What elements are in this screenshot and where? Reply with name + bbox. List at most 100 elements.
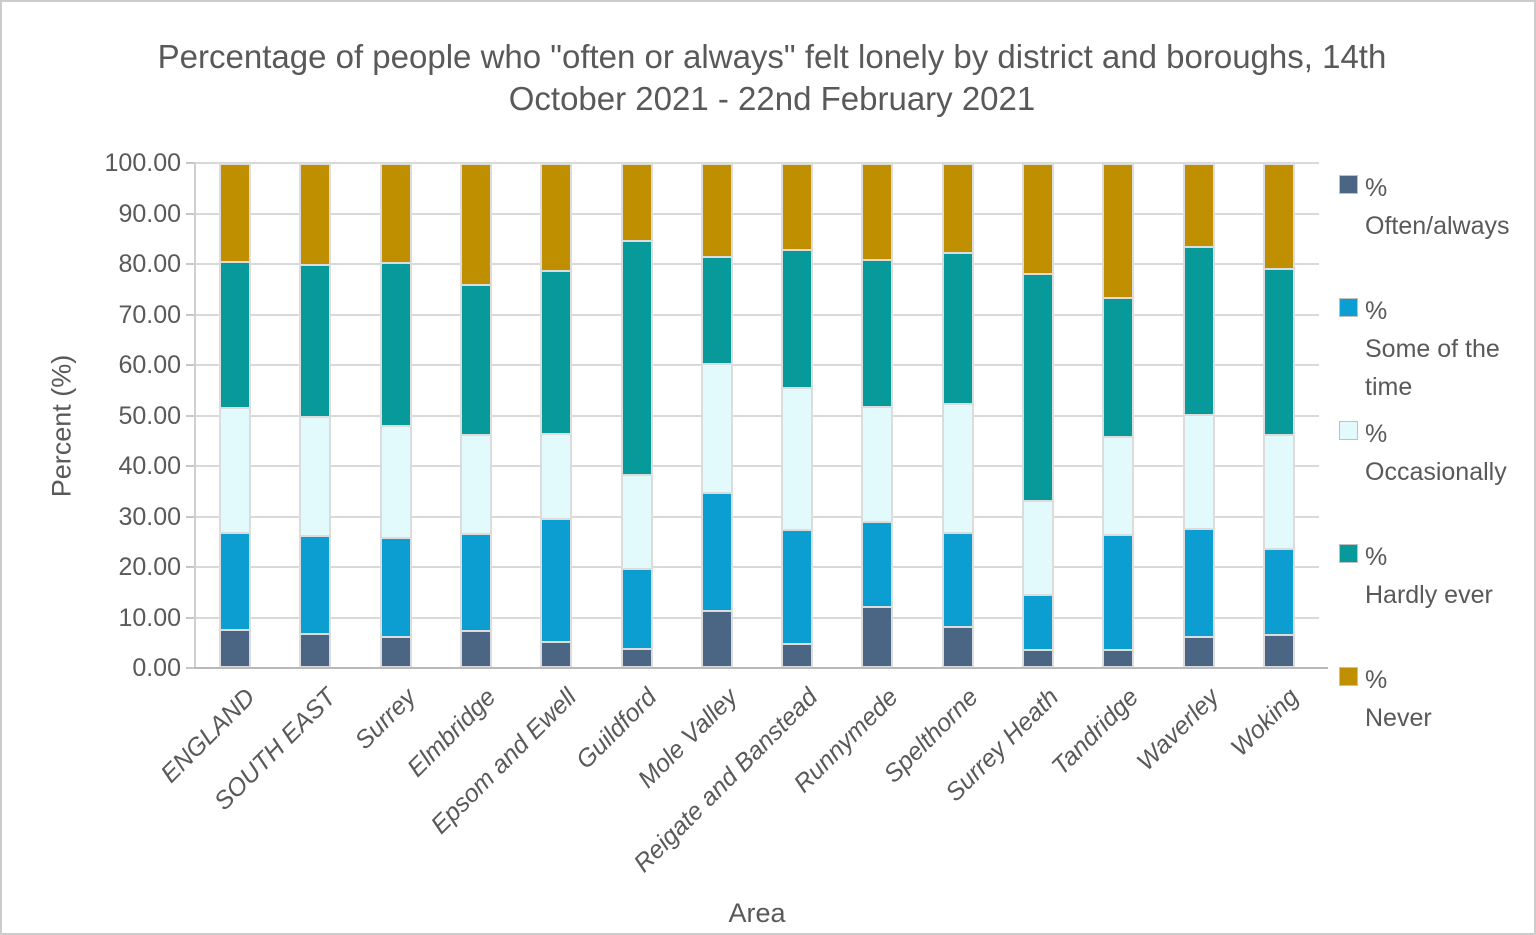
bar-mole-valley [700, 163, 733, 668]
segment-some-of-the-time [861, 522, 894, 608]
segment-hardly-ever [219, 263, 252, 410]
x-axis-title: Area [728, 898, 786, 928]
segment-hardly-ever [1182, 248, 1215, 416]
legend-item-hardly-ever: % Hardly ever [1339, 538, 1531, 614]
legend-swatch [1339, 298, 1358, 317]
x-axis-line [194, 667, 1328, 669]
bar-reigate-and-banstead [781, 163, 814, 668]
bar-tandridge [1102, 163, 1135, 668]
segment-some-of-the-time [781, 530, 814, 645]
chart-title: Percentage of people who "often or alway… [157, 38, 1387, 117]
y-axis-tick [186, 616, 195, 619]
bar-surrey [379, 163, 412, 668]
segment-some-of-the-time [540, 519, 573, 643]
segment-often/always [1102, 651, 1135, 668]
y-tick-label: 50.00 [118, 401, 181, 430]
legend-label: % Occasionally [1365, 420, 1507, 486]
segment-some-of-the-time [219, 534, 252, 632]
segment-occasionally [1102, 437, 1135, 536]
segment-occasionally [700, 364, 733, 494]
segment-often/always [540, 642, 573, 668]
gridline-40 [195, 465, 1319, 467]
segment-never [1182, 163, 1215, 249]
legend-label: % Never [1365, 666, 1432, 732]
segment-hardly-ever [781, 251, 814, 390]
legend-swatch [1339, 544, 1358, 563]
segment-often/always [861, 607, 894, 668]
segment-hardly-ever [460, 285, 492, 437]
gridline-80 [195, 263, 1319, 265]
segment-hardly-ever [299, 266, 332, 418]
y-tick-label: 10.00 [118, 603, 181, 632]
segment-never [941, 163, 974, 255]
y-axis-tick [186, 162, 195, 164]
segment-hardly-ever [941, 254, 974, 406]
segment-never [1022, 163, 1054, 276]
segment-occasionally [941, 405, 974, 534]
segment-never [460, 163, 492, 286]
bar-waverley [1182, 163, 1215, 668]
segment-occasionally [861, 407, 894, 523]
segment-often/always [941, 627, 974, 668]
segment-never [219, 163, 252, 264]
legend-item-never: % Never [1339, 661, 1531, 737]
legend-swatch [1339, 175, 1358, 194]
segment-some-of-the-time [1262, 550, 1295, 636]
segment-never [379, 163, 412, 264]
segment-some-of-the-time [299, 536, 332, 635]
gridline-10 [195, 616, 1319, 619]
segment-occasionally [299, 417, 332, 537]
segment-never [781, 163, 814, 252]
y-axis-line [194, 163, 196, 668]
gridline-20 [195, 566, 1319, 568]
bar-south-east [299, 163, 332, 668]
segment-never [299, 163, 332, 267]
segment-often/always [379, 637, 412, 668]
y-tick-label: 100.00 [104, 149, 181, 177]
segment-occasionally [781, 389, 814, 531]
segment-hardly-ever [379, 264, 412, 427]
segment-some-of-the-time [460, 534, 492, 632]
segment-some-of-the-time [1182, 529, 1215, 639]
segment-occasionally [620, 475, 653, 570]
y-tick-label: 20.00 [118, 553, 181, 581]
segment-occasionally [1182, 416, 1215, 530]
segment-often/always [700, 612, 733, 668]
segment-some-of-the-time [1022, 596, 1054, 651]
segment-some-of-the-time [700, 493, 733, 613]
bar-epsom-and-ewell [540, 163, 573, 668]
y-tick-label: 30.00 [118, 502, 181, 531]
segment-hardly-ever [861, 260, 894, 408]
legend-label: % Often/always [1365, 174, 1510, 240]
segment-some-of-the-time [941, 533, 974, 628]
legend-item-occasionally: % Occasionally [1339, 415, 1531, 491]
segment-often/always [299, 634, 332, 668]
segment-occasionally [379, 426, 412, 540]
bar-woking [1262, 163, 1295, 668]
bar-runnymede [861, 163, 894, 668]
y-axis-tick [186, 414, 195, 417]
segment-hardly-ever [620, 242, 653, 476]
bar-england [219, 163, 252, 668]
segment-often/always [1262, 635, 1295, 668]
segment-some-of-the-time [620, 570, 653, 650]
segment-occasionally [1022, 502, 1054, 597]
y-axis-tick [186, 212, 195, 215]
segment-often/always [1022, 650, 1054, 668]
segment-hardly-ever [1022, 275, 1054, 503]
segment-some-of-the-time [1102, 535, 1135, 652]
y-axis-tick [186, 667, 195, 669]
segment-often/always [620, 649, 653, 668]
y-tick-label: 0.00 [132, 654, 181, 682]
segment-never [1102, 163, 1135, 300]
legend-swatch [1339, 421, 1358, 440]
y-axis-tick [186, 364, 195, 366]
gridline-50 [195, 414, 1319, 417]
y-axis-tick [186, 515, 195, 518]
segment-never [540, 163, 573, 273]
segment-often/always [460, 631, 492, 668]
segment-occasionally [540, 434, 573, 520]
